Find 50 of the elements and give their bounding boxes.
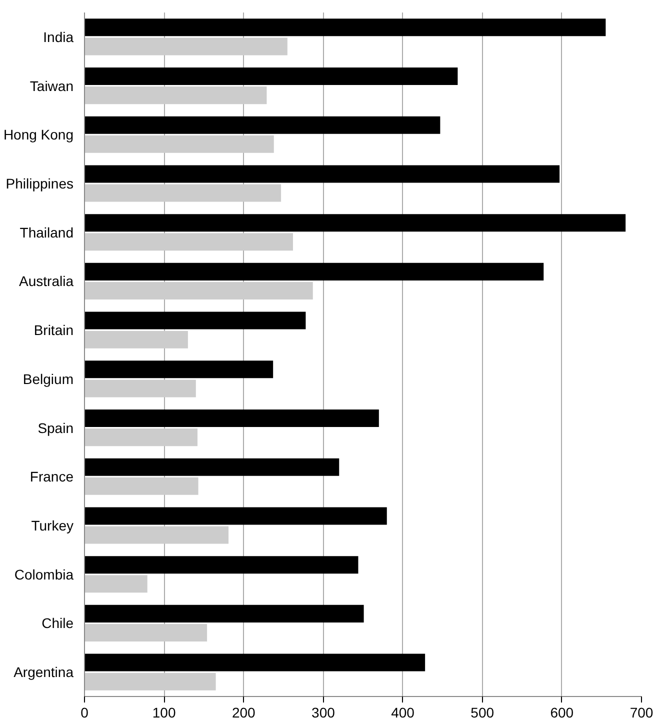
- bar: [84, 458, 340, 476]
- bar: [84, 282, 313, 300]
- y-tick-label: Taiwan: [30, 78, 74, 94]
- bar: [84, 428, 198, 446]
- y-tick-label: France: [30, 468, 74, 485]
- bar: [84, 604, 364, 622]
- x-tick-label: 100: [152, 704, 176, 720]
- bar: [84, 165, 560, 183]
- bar: [84, 262, 544, 280]
- bar: [84, 507, 387, 525]
- y-tick-label: Australia: [19, 273, 74, 290]
- y-tick-label: Philippines: [6, 176, 74, 192]
- bar: [84, 672, 216, 690]
- y-tick-label: India: [43, 28, 74, 45]
- y-tick-label: Colombia: [14, 566, 74, 582]
- bar: [84, 360, 274, 378]
- bar: [84, 409, 379, 428]
- x-tick-label: 500: [470, 704, 494, 720]
- y-tick-label: Thailand: [20, 224, 74, 240]
- x-tick-label: 200: [232, 704, 256, 720]
- x-tick-label: 700: [630, 704, 654, 720]
- bar: [84, 556, 358, 574]
- bar: [84, 233, 293, 251]
- y-tick-label: Spain: [38, 420, 74, 436]
- x-tick-label: 300: [312, 704, 336, 720]
- bar: [84, 624, 208, 642]
- bar: [84, 477, 198, 495]
- bar: [84, 654, 426, 672]
- y-tick-label: Chile: [42, 615, 74, 632]
- y-tick-label: Belgium: [22, 370, 74, 387]
- bar: [84, 184, 282, 202]
- bar: [84, 18, 606, 36]
- bar: [84, 526, 229, 544]
- bar: [84, 214, 626, 232]
- y-tick-label: Britain: [34, 322, 74, 338]
- bar: [84, 86, 267, 104]
- x-tick-label: 400: [391, 704, 415, 720]
- bar: [84, 67, 458, 86]
- bar: [84, 312, 306, 330]
- y-tick-label: Hong Kong: [3, 126, 74, 143]
- bar: [84, 135, 274, 153]
- bar: [84, 116, 440, 134]
- y-tick-label: Turkey: [31, 518, 74, 534]
- bar: [84, 575, 148, 593]
- bar: [84, 38, 288, 56]
- y-tick-label: Argentina: [14, 664, 74, 680]
- x-tick-label: 600: [550, 704, 574, 720]
- bar: [84, 330, 188, 348]
- x-tick-label: 0: [80, 704, 89, 720]
- bar: [84, 380, 196, 398]
